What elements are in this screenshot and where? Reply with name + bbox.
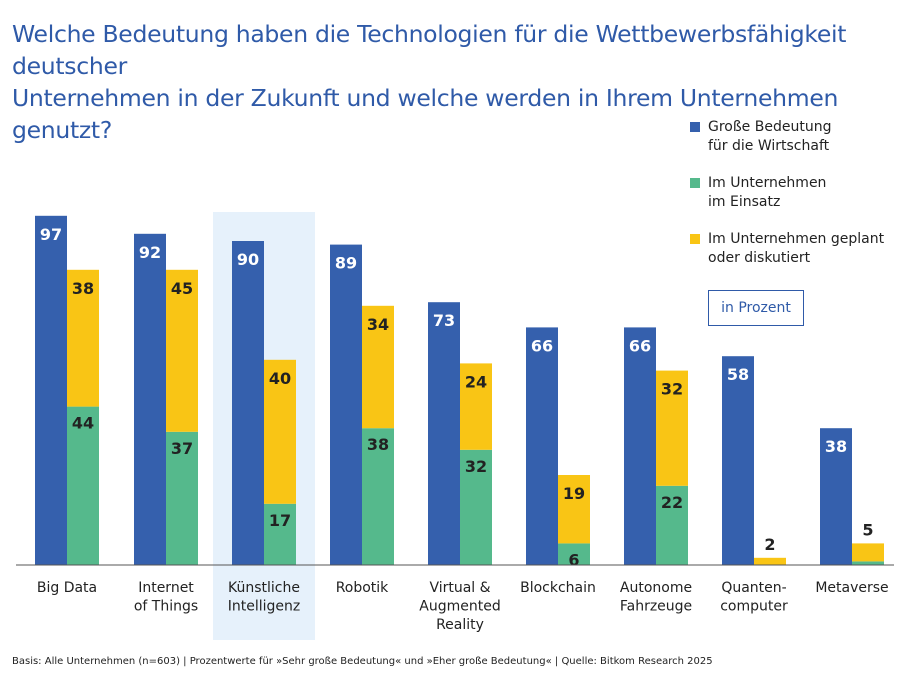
bar-in-use-2 [264,503,296,565]
bar-planned-2 [264,359,296,504]
legend-label-importance-2: für die Wirtschaft [708,138,830,154]
bar-in-use-5 [558,543,590,565]
label-importance-7: 58 [727,365,749,384]
legend-item-in-use: Im Unternehmen im Einsatz [690,174,900,212]
bar-importance-8 [820,428,852,565]
unit-label: in Prozent [708,290,804,326]
label-planned-3: 34 [367,315,389,334]
category-label-5-0: Blockchain [520,580,596,596]
legend-swatch-green [690,178,700,188]
category-label-4-2: Reality [436,617,484,633]
category-label-8-0: Metaverse [815,580,888,596]
label-importance-5: 66 [531,336,553,355]
category-label-2-1: Intelligenz [228,599,301,615]
legend: Große Bedeutung für die Wirtschaft Im Un… [690,118,900,286]
category-label-0-0: Big Data [37,580,97,596]
label-importance-4: 73 [433,311,455,330]
bar-planned-7 [754,557,786,565]
legend-swatch-yellow [690,234,700,244]
bar-in-use-4 [460,449,492,565]
legend-item-planned: Im Unternehmen geplant oder diskutiert [690,230,900,268]
bar-importance-1 [134,233,166,566]
label-in-use-3: 38 [367,435,389,454]
bar-planned-4 [460,363,492,450]
label-importance-3: 89 [335,254,357,273]
category-label-3-0: Robotik [336,580,389,596]
bar-importance-6 [624,327,656,565]
bar-in-use-8 [852,561,884,565]
label-planned-6: 32 [661,380,683,399]
bar-planned-1 [166,269,198,432]
legend-swatch-blue [690,122,700,132]
legend-item-importance: Große Bedeutung für die Wirtschaft [690,118,900,156]
label-importance-6: 66 [629,336,651,355]
bar-planned-5 [558,475,590,544]
label-importance-8: 38 [825,437,847,456]
label-planned-2: 40 [269,369,291,388]
category-label-1-0: Internet [138,580,194,596]
label-in-use-1: 37 [171,439,193,458]
label-planned-7: 2 [764,535,775,554]
category-label-6-0: Autonome [620,580,692,596]
bar-importance-5 [526,327,558,565]
label-in-use-0: 44 [72,414,94,433]
category-label-6-1: Fahrzeuge [620,599,692,615]
category-label-7-0: Quanten- [721,580,786,596]
bar-in-use-1 [166,431,198,565]
label-planned-1: 45 [171,279,193,298]
bar-planned-6 [656,370,688,486]
legend-label-planned-1: Im Unternehmen geplant [708,231,885,247]
category-label-2-0: Künstliche [228,580,300,596]
bar-importance-4 [428,302,460,565]
bar-importance-2 [232,241,264,565]
category-label-4-0: Virtual & [429,580,490,596]
chart-title-line-2: Unternehmen in der Zukunft und welche we… [12,84,839,144]
label-in-use-2: 17 [269,511,291,530]
chart-title-line-1: Welche Bedeutung haben die Technologien … [12,20,847,80]
bar-in-use-0 [67,406,99,565]
bar-planned-0 [67,269,99,407]
bar-importance-0 [35,215,67,566]
label-importance-1: 92 [139,243,161,262]
legend-label-planned-2: oder diskutiert [708,250,811,266]
category-label-4-1: Augmented [419,599,500,615]
bar-planned-8 [852,543,884,562]
legend-label-importance-1: Große Bedeutung [708,119,832,135]
bar-importance-3 [330,244,362,565]
bar-importance-7 [722,356,754,565]
label-planned-0: 38 [72,279,94,298]
footnote: Basis: Alle Unternehmen (n=603) | Prozen… [12,656,713,667]
legend-label-in-use-2: im Einsatz [708,194,781,210]
label-planned-4: 24 [465,372,487,391]
label-in-use-6: 22 [661,493,683,512]
label-planned-8: 5 [862,520,873,539]
bar-in-use-3 [362,428,394,565]
category-label-1-1: of Things [134,599,198,615]
bar-in-use-6 [656,485,688,565]
label-importance-2: 90 [237,250,259,269]
bar-chart: 97 44 38 Big Data 92 37 45 Internet of Things 90 1… [16,212,894,640]
legend-label-in-use-1: Im Unternehmen [708,175,827,191]
chart-title: Welche Bedeutung haben die Technologien … [12,18,902,146]
label-importance-0: 97 [40,225,62,244]
category-label-7-1: computer [720,599,788,615]
label-planned-5: 19 [563,484,585,503]
label-in-use-5: 6 [568,550,579,569]
label-in-use-4: 32 [465,457,487,476]
bar-planned-3 [362,305,394,429]
